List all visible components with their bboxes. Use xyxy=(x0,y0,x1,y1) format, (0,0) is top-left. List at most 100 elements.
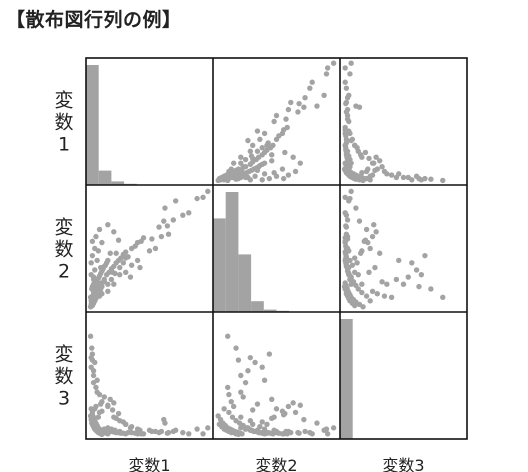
scatter-point xyxy=(225,333,231,339)
scatter-point xyxy=(250,407,256,413)
scatter-point xyxy=(123,269,129,275)
scatter-point xyxy=(343,85,350,91)
scatter-point xyxy=(344,245,351,252)
scatter-point xyxy=(330,60,337,66)
scatter-point xyxy=(254,148,261,154)
scatter-point xyxy=(363,293,370,299)
scatter-point xyxy=(297,402,303,408)
scatter-point xyxy=(245,425,251,431)
scatter-point xyxy=(356,218,363,224)
scatter-point xyxy=(273,428,280,435)
scatter-point xyxy=(413,173,420,179)
scatter-point xyxy=(371,222,377,228)
scatter-point xyxy=(367,298,373,304)
scatter-point xyxy=(280,412,287,418)
scatter-point xyxy=(238,389,244,395)
scatter-point xyxy=(344,148,351,154)
scatter-point xyxy=(146,248,153,254)
scatter-point xyxy=(342,65,348,71)
scatter-point xyxy=(205,425,211,431)
scatter-point xyxy=(221,406,227,412)
scatter-point xyxy=(245,137,251,144)
scatter-point xyxy=(149,428,155,435)
scatter-point xyxy=(359,169,365,176)
scatter-point xyxy=(366,155,372,162)
scatter-point xyxy=(396,257,402,264)
scatter-point xyxy=(324,431,331,437)
scatter-point xyxy=(107,250,113,256)
row-label-3: 変数3 xyxy=(54,344,73,410)
scatter-point xyxy=(307,85,313,91)
scatter-point xyxy=(257,136,263,143)
scatter-point xyxy=(250,155,256,162)
scatter-point xyxy=(235,431,242,438)
scatter-point xyxy=(348,274,354,280)
scatter-point xyxy=(170,217,176,223)
scatter-point xyxy=(288,429,294,436)
scatter-point xyxy=(95,248,102,254)
scatter-point xyxy=(112,427,118,433)
scatter-point xyxy=(252,359,258,366)
scatter-point xyxy=(117,271,123,278)
scatter-point xyxy=(359,289,365,296)
scatter-point xyxy=(388,172,395,178)
histogram-bar xyxy=(340,319,353,439)
scatter-point xyxy=(105,288,111,295)
scatter-point xyxy=(346,128,352,134)
scatter-point xyxy=(254,167,261,173)
scatter-point xyxy=(238,414,244,420)
scatter-point xyxy=(99,408,105,414)
scatter-point xyxy=(284,124,290,131)
scatter-point xyxy=(111,400,117,406)
scatter-point xyxy=(90,372,97,379)
scatter-point xyxy=(372,264,378,271)
scatter-point xyxy=(440,177,446,184)
scatter-point xyxy=(225,177,231,184)
scatter-point xyxy=(162,420,168,426)
panel-1-3 xyxy=(341,60,446,184)
scatter-point xyxy=(282,149,288,156)
scatter-point xyxy=(261,171,268,177)
scatter-point xyxy=(180,212,186,218)
scatter-point xyxy=(352,269,358,275)
scatter-point xyxy=(161,218,167,224)
scatter-point xyxy=(301,104,307,110)
scatter-point xyxy=(354,260,360,266)
scatter-point xyxy=(343,231,350,237)
scatter-point xyxy=(140,235,147,241)
scatter-point xyxy=(422,175,428,182)
scatter-point xyxy=(111,281,117,287)
scatter-point xyxy=(269,396,275,402)
scatter-point xyxy=(238,154,244,160)
scatter-point xyxy=(226,409,232,416)
scatter-point xyxy=(342,194,348,201)
scatter-point xyxy=(92,359,98,366)
scatter-point xyxy=(95,414,102,420)
histogram-bar xyxy=(238,254,252,312)
scatter-point xyxy=(252,173,258,179)
scatter-point xyxy=(366,269,372,275)
row-label-char: 変 xyxy=(54,217,73,239)
column-label-3: 変数3 xyxy=(382,456,424,472)
scatter-point xyxy=(379,279,385,285)
scatter-point xyxy=(271,169,277,176)
scatter-point xyxy=(413,267,420,273)
histogram-bar xyxy=(98,170,112,185)
row-label-1: 変数1 xyxy=(54,90,73,156)
scatter-point xyxy=(377,250,383,256)
row-label-char: 変 xyxy=(54,90,73,112)
scatter-point xyxy=(165,231,172,237)
scatter-point xyxy=(254,401,261,407)
scatter-point xyxy=(93,384,99,391)
scatter-point xyxy=(400,174,407,181)
row-label-2: 変数2 xyxy=(54,217,73,283)
scatter-point xyxy=(245,368,251,374)
scatter-point xyxy=(265,429,271,436)
scatter-point xyxy=(259,419,265,425)
scatter-point xyxy=(107,396,113,402)
scatter-point xyxy=(137,427,143,433)
scatter-point xyxy=(228,398,234,405)
scatter-point xyxy=(225,172,231,178)
histogram-bar xyxy=(251,301,264,312)
